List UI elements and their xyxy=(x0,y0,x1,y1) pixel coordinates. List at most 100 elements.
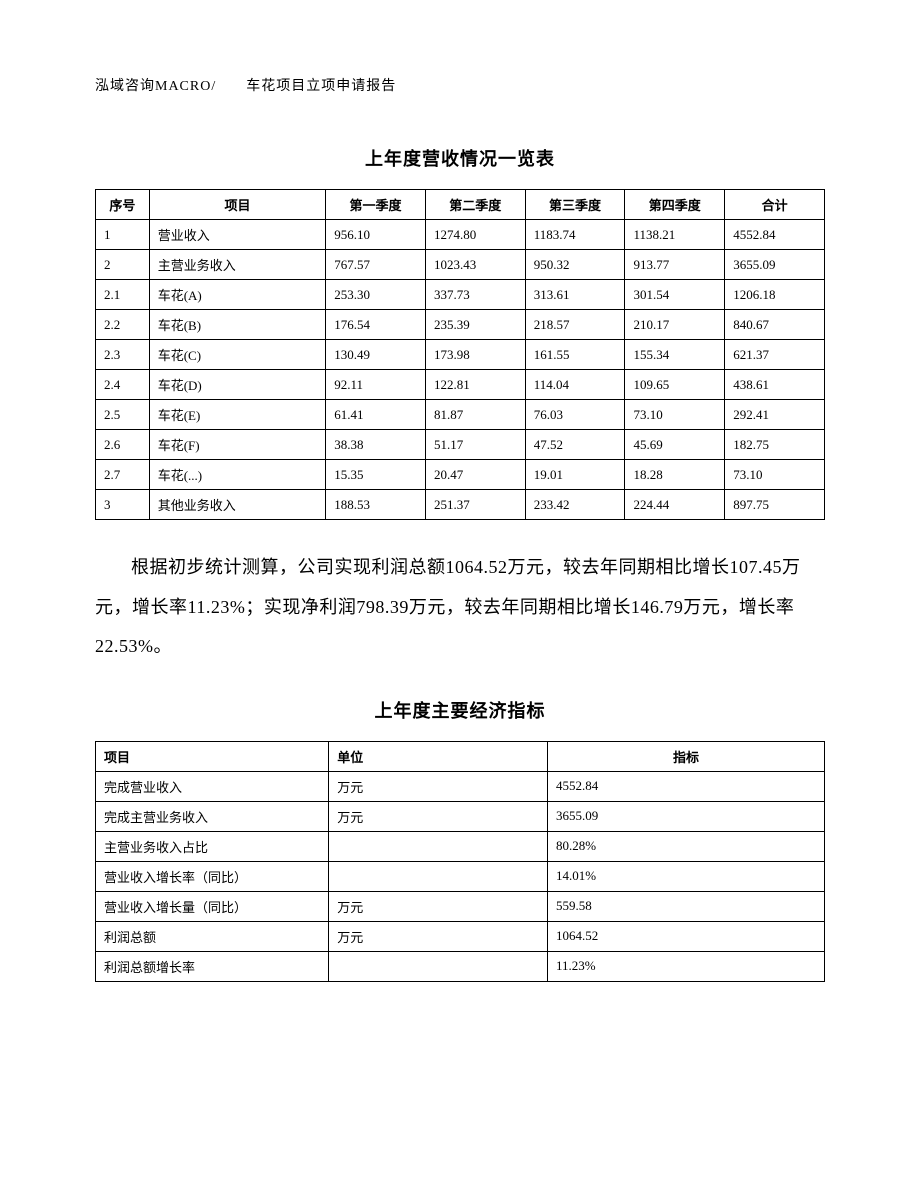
table-cell: 2.7 xyxy=(96,460,150,490)
table-cell: 313.61 xyxy=(525,280,625,310)
table-cell: 15.35 xyxy=(326,460,426,490)
table-cell: 61.41 xyxy=(326,400,426,430)
table-cell: 956.10 xyxy=(326,220,426,250)
table-cell: 913.77 xyxy=(625,250,725,280)
table-cell: 车花(C) xyxy=(149,340,325,370)
table-row: 完成主营业务收入万元3655.09 xyxy=(96,801,825,831)
table-cell xyxy=(329,951,548,981)
table-cell: 1138.21 xyxy=(625,220,725,250)
table1-col-0: 序号 xyxy=(96,190,150,220)
table-row: 2主营业务收入767.571023.43950.32913.773655.09 xyxy=(96,250,825,280)
table-cell: 18.28 xyxy=(625,460,725,490)
table-cell: 130.49 xyxy=(326,340,426,370)
table-cell: 155.34 xyxy=(625,340,725,370)
table-cell: 其他业务收入 xyxy=(149,490,325,520)
table2-header-row: 项目 单位 指标 xyxy=(96,741,825,771)
table-row: 完成营业收入万元4552.84 xyxy=(96,771,825,801)
table-cell: 1183.74 xyxy=(525,220,625,250)
table-cell: 3655.09 xyxy=(547,801,824,831)
table-cell: 51.17 xyxy=(425,430,525,460)
table-cell: 897.75 xyxy=(725,490,825,520)
table-cell: 81.87 xyxy=(425,400,525,430)
table1-title: 上年度营收情况一览表 xyxy=(95,145,825,171)
table-cell: 车花(...) xyxy=(149,460,325,490)
table-cell: 2 xyxy=(96,250,150,280)
table-cell: 114.04 xyxy=(525,370,625,400)
table-cell: 210.17 xyxy=(625,310,725,340)
table-cell: 80.28% xyxy=(547,831,824,861)
table-cell: 251.37 xyxy=(425,490,525,520)
table1-col-3: 第二季度 xyxy=(425,190,525,220)
table2-col-1: 单位 xyxy=(329,741,548,771)
table-cell: 营业收入 xyxy=(149,220,325,250)
table-row: 主营业务收入占比 80.28% xyxy=(96,831,825,861)
table-cell: 224.44 xyxy=(625,490,725,520)
table-cell: 92.11 xyxy=(326,370,426,400)
table-row: 2.7车花(...)15.3520.4719.0118.2873.10 xyxy=(96,460,825,490)
table-cell: 1274.80 xyxy=(425,220,525,250)
indicator-table: 项目 单位 指标 完成营业收入万元4552.84完成主营业务收入万元3655.0… xyxy=(95,741,825,982)
table-cell: 利润总额 xyxy=(96,921,329,951)
table-cell: 车花(D) xyxy=(149,370,325,400)
table-cell: 301.54 xyxy=(625,280,725,310)
table-cell: 438.61 xyxy=(725,370,825,400)
table-cell: 19.01 xyxy=(525,460,625,490)
summary-paragraph: 根据初步统计测算，公司实现利润总额1064.52万元，较去年同期相比增长107.… xyxy=(95,548,825,667)
table-cell: 4552.84 xyxy=(547,771,824,801)
table-cell: 2.6 xyxy=(96,430,150,460)
table1-col-1: 项目 xyxy=(149,190,325,220)
table-row: 2.3车花(C)130.49173.98161.55155.34621.37 xyxy=(96,340,825,370)
table-cell: 176.54 xyxy=(326,310,426,340)
table1-col-2: 第一季度 xyxy=(326,190,426,220)
table-cell: 11.23% xyxy=(547,951,824,981)
table-cell: 车花(F) xyxy=(149,430,325,460)
table-cell: 主营业务收入 xyxy=(149,250,325,280)
table-cell: 73.10 xyxy=(725,460,825,490)
revenue-table: 序号 项目 第一季度 第二季度 第三季度 第四季度 合计 1营业收入956.10… xyxy=(95,189,825,520)
table-cell: 车花(A) xyxy=(149,280,325,310)
table2-col-2: 指标 xyxy=(547,741,824,771)
table-row: 2.5车花(E)61.4181.8776.0373.10292.41 xyxy=(96,400,825,430)
table-cell: 38.38 xyxy=(326,430,426,460)
table-cell: 完成营业收入 xyxy=(96,771,329,801)
table-cell: 233.42 xyxy=(525,490,625,520)
table1-col-6: 合计 xyxy=(725,190,825,220)
table-cell: 万元 xyxy=(329,771,548,801)
table-row: 2.2车花(B)176.54235.39218.57210.17840.67 xyxy=(96,310,825,340)
table-cell: 235.39 xyxy=(425,310,525,340)
table-cell: 万元 xyxy=(329,921,548,951)
table-cell: 73.10 xyxy=(625,400,725,430)
table-row: 利润总额万元1064.52 xyxy=(96,921,825,951)
table-cell: 2.4 xyxy=(96,370,150,400)
table-row: 营业收入增长率（同比）14.01% xyxy=(96,861,825,891)
table-cell: 109.65 xyxy=(625,370,725,400)
table-row: 2.6车花(F)38.3851.1747.5245.69182.75 xyxy=(96,430,825,460)
table-cell: 253.30 xyxy=(326,280,426,310)
table-row: 利润总额增长率11.23% xyxy=(96,951,825,981)
table-row: 3其他业务收入188.53251.37233.42224.44897.75 xyxy=(96,490,825,520)
table-cell: 1023.43 xyxy=(425,250,525,280)
page-header: 泓域咨询MACRO/ 车花项目立项申请报告 xyxy=(95,75,825,95)
table-cell: 车花(B) xyxy=(149,310,325,340)
table-cell: 173.98 xyxy=(425,340,525,370)
table-cell: 营业收入增长率（同比） xyxy=(96,861,329,891)
table-cell: 1 xyxy=(96,220,150,250)
table-cell: 万元 xyxy=(329,891,548,921)
table-cell: 1064.52 xyxy=(547,921,824,951)
table-cell: 2.2 xyxy=(96,310,150,340)
table-cell: 840.67 xyxy=(725,310,825,340)
table-cell xyxy=(329,831,548,861)
table-row: 2.4车花(D)92.11122.81114.04109.65438.61 xyxy=(96,370,825,400)
table-cell: 2.1 xyxy=(96,280,150,310)
table-cell: 950.32 xyxy=(525,250,625,280)
table-row: 1营业收入956.101274.801183.741138.214552.84 xyxy=(96,220,825,250)
table-cell: 218.57 xyxy=(525,310,625,340)
table-cell: 182.75 xyxy=(725,430,825,460)
table-cell: 3655.09 xyxy=(725,250,825,280)
table2-title: 上年度主要经济指标 xyxy=(95,697,825,723)
table-cell: 1206.18 xyxy=(725,280,825,310)
table-cell: 292.41 xyxy=(725,400,825,430)
table2-col-0: 项目 xyxy=(96,741,329,771)
table-cell: 主营业务收入占比 xyxy=(96,831,329,861)
table1-header-row: 序号 项目 第一季度 第二季度 第三季度 第四季度 合计 xyxy=(96,190,825,220)
